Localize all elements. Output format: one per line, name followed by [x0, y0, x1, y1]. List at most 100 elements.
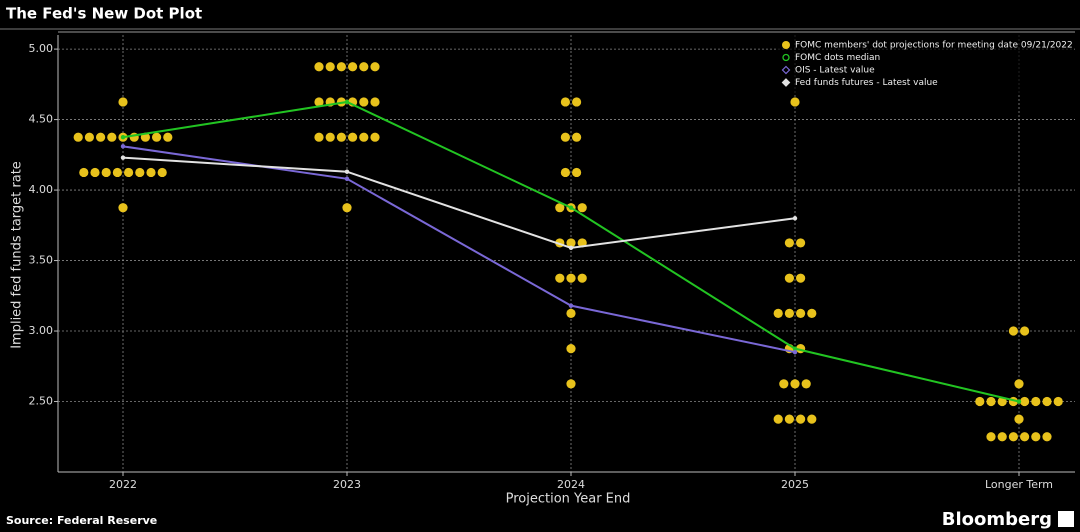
line [122, 145, 796, 354]
dot [796, 414, 806, 424]
dot [1008, 432, 1019, 442]
dot [359, 132, 369, 142]
y-tick-label: 5.00 [29, 42, 54, 55]
y-tick-label: 4.00 [29, 183, 54, 196]
dot [796, 238, 806, 248]
x-tick-label: 2024 [557, 478, 585, 491]
x-tick-label: Longer Term [985, 478, 1053, 491]
dot [784, 414, 795, 424]
dot [1014, 379, 1024, 389]
dot [560, 132, 571, 142]
dot [336, 132, 346, 142]
dot [997, 432, 1007, 442]
line-point [120, 144, 126, 149]
dot [779, 379, 789, 389]
dot [773, 414, 783, 424]
dot [555, 273, 565, 283]
dot [370, 97, 380, 107]
line-point [344, 169, 350, 174]
legend-box [776, 35, 1072, 93]
dot [1053, 396, 1063, 407]
dot [146, 167, 156, 178]
dot [342, 203, 352, 213]
dot [566, 238, 576, 248]
dot [566, 344, 576, 354]
dot [370, 132, 380, 142]
dot [566, 273, 576, 283]
dot [784, 238, 795, 248]
legend-label: FOMC members' dot projections for meetin… [795, 41, 1073, 51]
x-tick-label: 2025 [781, 478, 809, 491]
dot [790, 379, 800, 389]
legend-marker [782, 53, 790, 62]
dot [986, 432, 996, 442]
line-point [568, 303, 574, 308]
dot [107, 132, 117, 142]
dot [73, 132, 83, 142]
y-tick-label: 3.50 [29, 254, 54, 267]
dot [1020, 432, 1030, 442]
dot [577, 273, 587, 283]
dot [796, 308, 806, 319]
dot [90, 167, 100, 178]
dot [555, 203, 565, 213]
dot [572, 167, 582, 178]
dot [796, 273, 806, 283]
dot [152, 132, 162, 142]
dot [135, 167, 145, 178]
dot [986, 396, 996, 407]
dot [359, 97, 369, 107]
dot [1031, 432, 1041, 442]
dot [577, 203, 587, 213]
dot [325, 132, 335, 142]
dot [566, 379, 576, 389]
dot [96, 132, 106, 142]
dot [572, 97, 582, 107]
y-tick-label: 2.50 [29, 395, 54, 408]
line-point [344, 99, 350, 105]
line-point [792, 216, 798, 221]
dot [314, 132, 324, 142]
dot [975, 396, 985, 407]
dot [997, 396, 1007, 407]
dot [101, 167, 111, 178]
dot [1042, 432, 1052, 442]
dot [784, 273, 795, 283]
line-point [344, 176, 350, 181]
x-axis-label: Projection Year End [506, 492, 631, 507]
y-axis-label: Implied fed funds target rate [10, 161, 25, 349]
legend-marker [782, 41, 790, 49]
dot [807, 308, 817, 319]
brand-icon [1058, 511, 1074, 527]
line [122, 156, 796, 249]
dot [1014, 414, 1024, 424]
source: Source: Federal Reserve [6, 514, 157, 527]
dot [157, 167, 167, 178]
x-tick-label: 2023 [333, 478, 361, 491]
dot [118, 203, 128, 213]
dot [1042, 396, 1052, 407]
dot [370, 62, 380, 72]
dot [84, 132, 94, 142]
dot [348, 132, 358, 142]
dot [348, 62, 358, 72]
dot [325, 62, 335, 72]
dot [560, 167, 571, 178]
dot [1020, 326, 1030, 336]
dot [572, 132, 582, 142]
line-point [120, 135, 126, 140]
dot [124, 167, 134, 178]
line-point [792, 349, 798, 355]
line-point [1016, 399, 1022, 404]
dot [79, 167, 89, 178]
legend-label: FOMC dots median [795, 53, 880, 63]
brand: Bloomberg [942, 509, 1052, 530]
dot [118, 97, 128, 107]
dot [314, 62, 324, 72]
x-tick-label: 2022 [109, 478, 137, 491]
dot [314, 97, 324, 107]
dot [112, 167, 122, 178]
line-point [120, 155, 126, 160]
dot [773, 308, 783, 319]
